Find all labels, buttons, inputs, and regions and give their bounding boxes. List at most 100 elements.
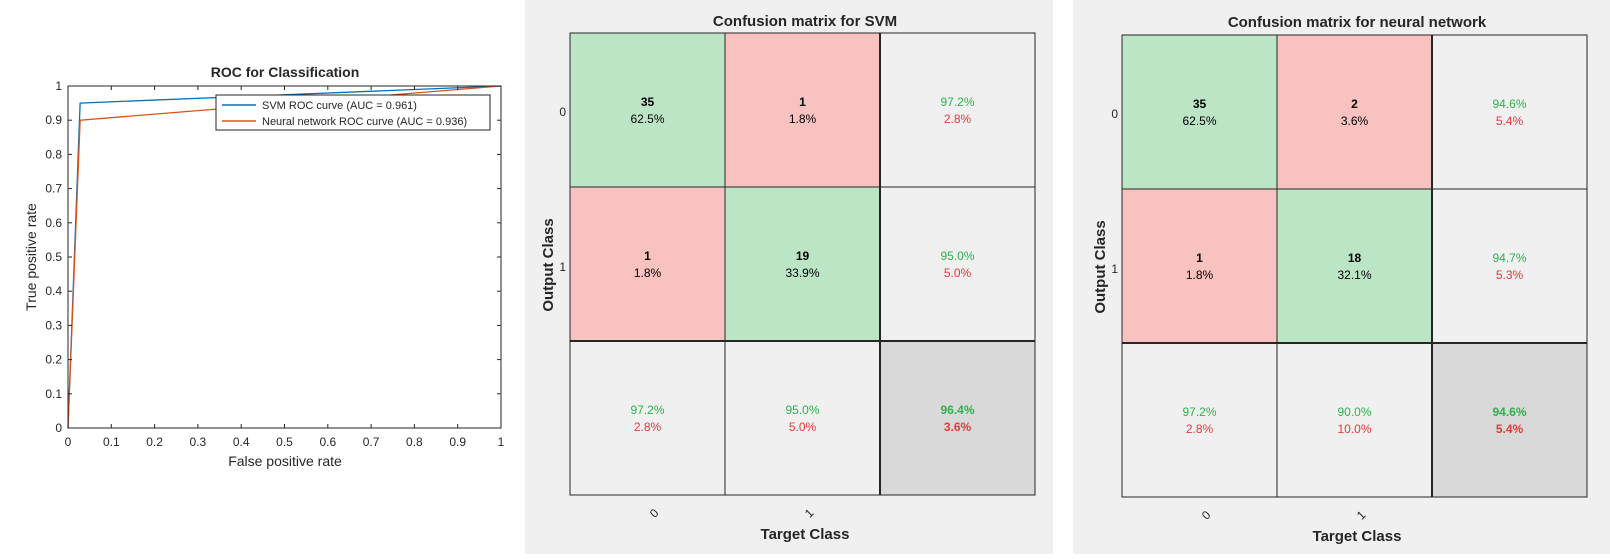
- svm-cm-col-summary-0-text-line1: 97.2%: [630, 403, 664, 417]
- svm-cm-cell-0-0: [569, 32, 726, 188]
- svm-cm-cell-0-1-text-line2: 1.8%: [789, 112, 817, 126]
- svm-cm-row-label-1: 1: [559, 260, 566, 274]
- nn-cm-overall-text-line1: 94.6%: [1492, 405, 1526, 419]
- nn-cm-row-summary-0-text-line1: 94.6%: [1492, 97, 1526, 111]
- svm-cm-cell-0-0-text-line2: 62.5%: [630, 112, 664, 126]
- roc-ticks-group: 0 0.1 0.2 0.3 0.4 0.5 0.6 0.7 0.8 0.9 1 0 0.1 0.2 0.3 0…: [45, 79, 504, 449]
- roc-xtick-label: 0: [65, 435, 72, 449]
- nn-cm-cell-0-1-text-line2: 3.6%: [1341, 114, 1369, 128]
- roc-xtick-label: 0.4: [233, 435, 250, 449]
- roc-ytick-label: 0.3: [45, 318, 62, 332]
- nn-cm-title: Confusion matrix for neural network: [1228, 14, 1487, 31]
- svm-cm-cell-1-0: [569, 186, 726, 342]
- nn-cm-cell-0-0-text-line1: 35: [1193, 97, 1207, 111]
- svm-cm-col-summary-0-text-line2: 2.8%: [634, 420, 662, 434]
- nn-cm-cells: 35 62.5% 2 3.6% 94.6% 5.4% 1 1.8% 18 32.1% 94.7% 5.…: [1121, 34, 1588, 498]
- nn-cm-cell-1-1-text-line2: 32.1%: [1337, 268, 1371, 282]
- svm-cm-overall-text-line1: 96.4%: [940, 403, 974, 417]
- svm-cm-row-summary-0: [879, 32, 1036, 188]
- nn-cm-cell-0-0: [1121, 34, 1278, 190]
- roc-ytick-label: 0.7: [45, 182, 62, 196]
- nn-cm-row-label-0: 0: [1111, 107, 1118, 121]
- nn-cm-row-summary-0-text-line2: 5.4%: [1496, 114, 1524, 128]
- svm-cm-col-summary-1-text-line1: 95.0%: [785, 403, 819, 417]
- nn-cm-col-summary-0: [1121, 342, 1278, 498]
- nn-confusion-matrix: Confusion matrix for neural network 35 62…: [1092, 14, 1588, 545]
- roc-ytick-label: 0: [55, 421, 62, 435]
- roc-axes-box: [67, 85, 502, 429]
- roc-ytick-label: 0.2: [45, 353, 62, 367]
- roc-ytick-label: 0.9: [45, 113, 62, 127]
- roc-title: ROC for Classification: [211, 64, 360, 80]
- svm-cm-cells: 35 62.5% 1 1.8% 97.2% 2.8% 1 1.8% 19 33.9% 95.0% 5.…: [569, 32, 1036, 496]
- roc-ytick-label: 1: [55, 79, 62, 93]
- nn-cm-cell-1-0-text-line1: 1: [1196, 251, 1203, 265]
- roc-ytick-label: 0.4: [45, 284, 62, 298]
- svm-cm-cell-1-0-text-line2: 1.8%: [634, 266, 662, 280]
- nn-cm-cell-1-0: [1121, 188, 1278, 344]
- roc-xtick-label: 0.2: [146, 435, 163, 449]
- nn-cm-row-label-1: 1: [1111, 262, 1118, 276]
- nn-cm-cell-0-1: [1276, 34, 1433, 190]
- roc-xtick-label: 1: [498, 435, 505, 449]
- roc-ylabel: True positive rate: [23, 203, 39, 311]
- nn-cm-row-summary-1-text-line2: 5.3%: [1496, 268, 1524, 282]
- roc-series-line-0: [67, 85, 502, 429]
- roc-xlabel: False positive rate: [228, 453, 342, 469]
- nn-cm-row-summary-1: [1431, 188, 1588, 344]
- nn-cm-col-summary-1-text-line2: 10.0%: [1337, 422, 1371, 436]
- roc-xtick-label: 0.6: [319, 435, 336, 449]
- svm-cm-row-summary-0-text-line2: 2.8%: [944, 112, 972, 126]
- svm-cm-cell-1-0-text-line1: 1: [644, 249, 651, 263]
- nn-cm-cell-1-1-text-line1: 18: [1348, 251, 1362, 265]
- roc-legend: SVM ROC curve (AUC = 0.961) Neural netwo…: [215, 94, 491, 131]
- svm-cm-title: Confusion matrix for SVM: [713, 13, 897, 30]
- svm-cm-row-summary-1-text-line1: 95.0%: [940, 249, 974, 263]
- nn-cm-col-summary-1: [1276, 342, 1433, 498]
- roc-xtick-label: 0.1: [103, 435, 120, 449]
- roc-ytick-label: 0.6: [45, 216, 62, 230]
- svm-cm-col-summary-1: [724, 340, 881, 496]
- nn-cm-cell-0-1-text-line1: 2: [1351, 97, 1358, 111]
- svm-cm-cell-1-1: [724, 186, 881, 342]
- roc-xtick-label: 0.8: [406, 435, 423, 449]
- roc-ytick-label: 0.8: [45, 147, 62, 161]
- nn-cm-ylabel: Output Class: [1092, 220, 1109, 313]
- roc-ytick-label: 0.1: [45, 387, 62, 401]
- roc-ytick-label: 0.5: [45, 250, 62, 264]
- svm-cm-cell-1-1-text-line1: 19: [796, 249, 810, 263]
- roc-series-line-1: [67, 85, 502, 429]
- nn-cm-row-summary-0: [1431, 34, 1588, 190]
- roc-xtick-label: 0.9: [449, 435, 466, 449]
- roc-xtick-label: 0.7: [363, 435, 380, 449]
- svm-cm-cell-1-1-text-line2: 33.9%: [785, 266, 819, 280]
- svm-cm-cell-0-0-text-line1: 35: [641, 95, 655, 109]
- svm-cm-xlabel: Target Class: [761, 526, 850, 543]
- nn-cm-col-summary-0-text-line1: 97.2%: [1182, 405, 1216, 419]
- svm-cm-row-label-0: 0: [559, 105, 566, 119]
- svm-cm-overall-text-line2: 3.6%: [944, 420, 972, 434]
- svm-cm-row-summary-0-text-line1: 97.2%: [940, 95, 974, 109]
- nn-cm-overall-cell: [1431, 342, 1588, 498]
- roc-series-group: [67, 85, 502, 429]
- svm-cm-overall-cell: [879, 340, 1036, 496]
- roc-legend-label-svm: SVM ROC curve (AUC = 0.961): [262, 100, 417, 112]
- svm-cm-row-summary-1: [879, 186, 1036, 342]
- nn-cm-cell-0-0-text-line2: 62.5%: [1182, 114, 1216, 128]
- nn-cm-col-summary-0-text-line2: 2.8%: [1186, 422, 1214, 436]
- roc-xtick-label: 0.5: [276, 435, 293, 449]
- svm-cm-row-summary-1-text-line2: 5.0%: [944, 266, 972, 280]
- svm-cm-cell-0-1-text-line1: 1: [799, 95, 806, 109]
- svm-cm-cell-0-1: [724, 32, 881, 188]
- svm-cm-col-summary-0: [569, 340, 726, 496]
- roc-chart: ROC for Classification 0 0.1 0.2 0.3 0.4 0.5 0…: [23, 64, 505, 469]
- roc-legend-box: [215, 94, 491, 131]
- nn-cm-col-summary-1-text-line1: 90.0%: [1337, 405, 1371, 419]
- nn-cm-xlabel: Target Class: [1313, 528, 1402, 545]
- nn-cm-row-summary-1-text-line1: 94.7%: [1492, 251, 1526, 265]
- nn-cm-cell-1-1: [1276, 188, 1433, 344]
- svm-cm-col-summary-1-text-line2: 5.0%: [789, 420, 817, 434]
- nn-cm-overall-text-line2: 5.4%: [1496, 422, 1524, 436]
